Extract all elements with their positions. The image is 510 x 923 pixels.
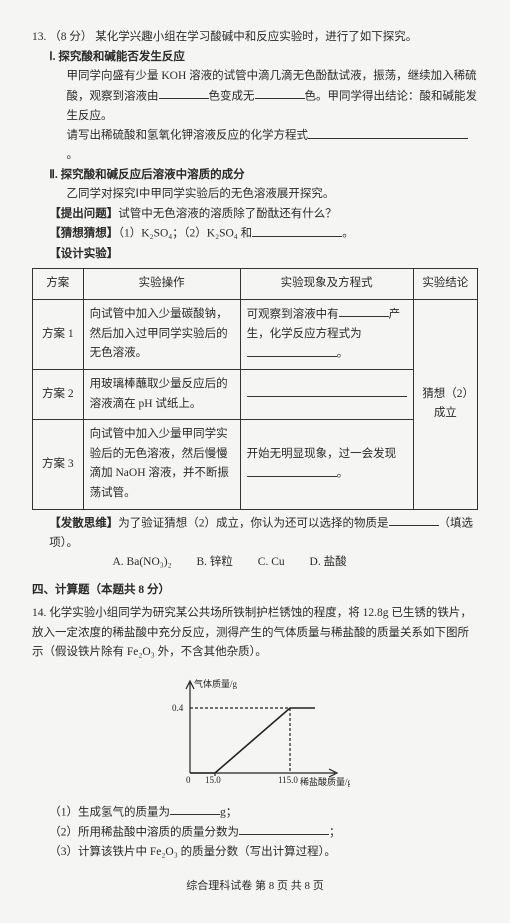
blank: [247, 344, 337, 357]
y-tick: 0.4: [172, 703, 184, 713]
fx-row: 【发散思维】为了验证猜想（2）成立，你认为还可以选择的物质是（填选项）。: [49, 514, 478, 554]
section-4-title: 四、计算题（本题共 8 分）: [32, 581, 478, 601]
blank: [389, 514, 439, 527]
sub1: （1）生成氢气的质量为g；: [49, 803, 478, 823]
table-header: 方案 实验操作 实验现象及方程式 实验结论: [33, 269, 478, 300]
blank: [247, 464, 337, 477]
x-axis-label: 稀盐酸质量/g: [300, 776, 350, 787]
x0-tick: 0: [186, 775, 191, 785]
option-b: B. 锌粒: [197, 553, 233, 573]
conclusion-cell: 猜想（2）成立: [413, 299, 477, 509]
x2-tick: 115.0: [278, 775, 298, 785]
q-points: （8 分）: [49, 31, 92, 43]
q-number: 14.: [32, 607, 46, 619]
part2-title: Ⅱ. 探究酸和碱反应后溶液中溶质的成分: [49, 166, 478, 186]
ask-row: 【提出问题】试管中无色溶液的溶质除了酚酞还有什么？: [49, 205, 478, 225]
x1-tick: 15.0: [205, 775, 221, 785]
part1-line2: 请写出稀硫酸和氢氧化钾溶液反应的化学方程式。: [67, 126, 479, 166]
table-row: 方案 1 向试管中加入少量碳酸钠，然后加入过甲同学实验后的无色溶液。 可观察到溶…: [33, 299, 478, 370]
gas-mass-chart: 气体质量/g 稀盐酸质量/g 0.4 0 15.0 115.0: [160, 673, 350, 793]
part2-intro: 乙同学对探究Ⅰ中甲同学实验后的无色溶液展开探究。: [67, 185, 479, 205]
blank: [308, 126, 468, 139]
y-axis-label: 气体质量/g: [194, 678, 238, 689]
page-footer: 综合理科试卷 第 8 页 共 8 页: [32, 877, 478, 896]
blank: [159, 87, 209, 100]
part1-line1: 甲同学向盛有少量 KOH 溶液的试管中滴几滴无色酚酞试液，振荡，继续加入稀硫酸，…: [67, 67, 479, 126]
blank: [252, 224, 342, 237]
blank: [247, 385, 407, 398]
q-stem: 化学实验小组同学为研究某公共场所铁制护栏锈蚀的程度，将 12.8g 已生锈的铁片…: [32, 607, 472, 658]
option-c: C. Cu: [258, 553, 285, 573]
blank: [255, 87, 305, 100]
question-14: 14. 化学实验小组同学为研究某公共场所铁制护栏锈蚀的程度，将 12.8g 已生…: [32, 604, 478, 862]
question-13: 13. （8 分） 某化学兴趣小组在学习酸碱中和反应实验时，进行了如下探究。 Ⅰ…: [32, 28, 478, 573]
q-number: 13.: [32, 31, 46, 43]
sub2: （2）所用稀盐酸中溶质的质量分数为；: [49, 823, 478, 843]
q-stem: 某化学兴趣小组在学习酸碱中和反应实验时，进行了如下探究。: [95, 31, 417, 43]
part1-title: Ⅰ. 探究酸和碱能否发生反应: [49, 48, 478, 68]
sub3: （3）计算该铁片中 Fe₂O₃ 的质量分数（写出计算过程）。: [49, 843, 478, 863]
table-row: 方案 2 用玻璃棒蘸取少量反应后的溶液滴在 pH 试纸上。: [33, 370, 478, 420]
blank: [170, 803, 220, 816]
option-a: A. Ba(NO₃)₂: [113, 553, 172, 573]
design-label: 【设计实验】: [49, 245, 478, 265]
table-row: 方案 3 向试管中加入少量甲同学实验后的无色溶液，然后慢慢滴加 NaOH 溶液，…: [33, 420, 478, 509]
blank: [239, 823, 329, 836]
guess-row: 【猜想猜想】（1）K₂SO₄；（2）K₂SO₄ 和。: [49, 224, 478, 244]
blank: [339, 305, 389, 318]
experiment-table: 方案 实验操作 实验现象及方程式 实验结论 方案 1 向试管中加入少量碳酸钠，然…: [32, 268, 478, 509]
option-d: D. 盐酸: [310, 553, 347, 573]
options: A. Ba(NO₃)₂ B. 锌粒 C. Cu D. 盐酸: [113, 553, 479, 573]
